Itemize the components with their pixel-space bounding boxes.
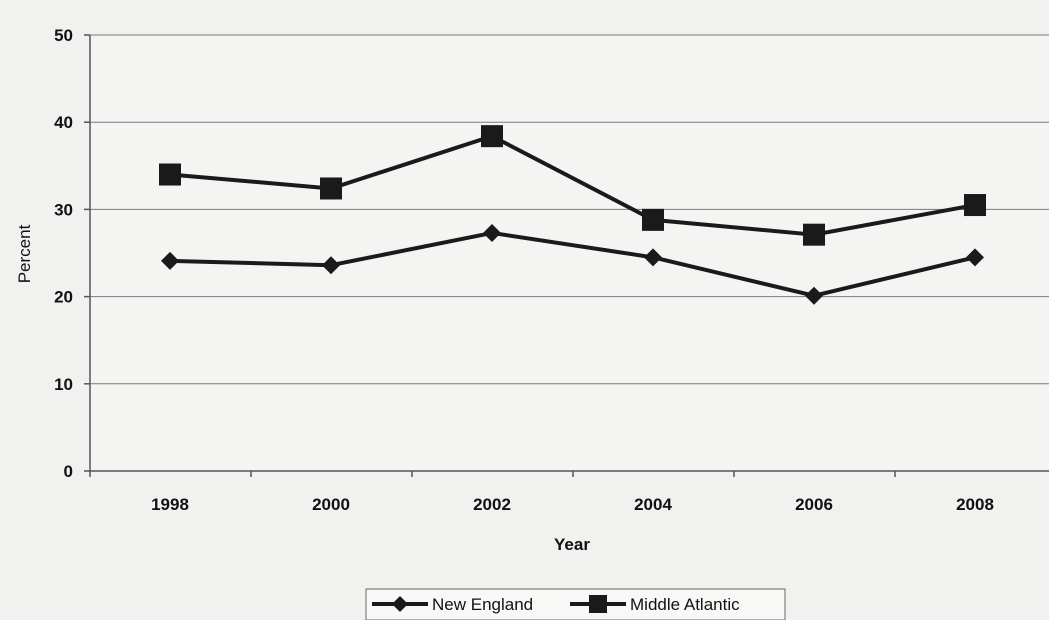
data-point-new-england-1998 xyxy=(161,251,179,270)
legend-middle-atlantic-marker xyxy=(589,595,607,613)
series-lines xyxy=(159,125,986,305)
data-point-middle-atlantic-2000 xyxy=(320,177,342,200)
x-axis-ticks: 1998 2000 2002 2004 2006 2008 xyxy=(89,471,994,514)
data-point-middle-atlantic-2008 xyxy=(964,194,986,217)
y-axis-ticks: 0 10 20 30 40 50 xyxy=(54,26,90,481)
x-tick-label-2008: 2008 xyxy=(956,495,994,514)
gridlines xyxy=(90,34,1049,385)
x-axis-title: Year xyxy=(554,535,590,554)
series-line-middle-atlantic xyxy=(169,134,976,237)
x-tick-label-2000: 2000 xyxy=(312,495,350,514)
data-point-middle-atlantic-1998 xyxy=(159,163,181,186)
legend-new-england-label: New England xyxy=(432,595,533,614)
legend-new-england-marker xyxy=(392,596,408,612)
data-point-middle-atlantic-2006 xyxy=(803,223,825,246)
series-line-new-england xyxy=(169,230,976,298)
y-tick-label: 20 xyxy=(54,288,73,307)
y-tick-label: 40 xyxy=(54,113,73,132)
data-point-new-england-2002 xyxy=(483,223,501,242)
data-point-new-england-2006 xyxy=(805,286,823,305)
legend: New England Middle Atlantic xyxy=(365,588,786,620)
x-tick-label-1998: 1998 xyxy=(151,495,189,514)
x-tick-label-2006: 2006 xyxy=(795,495,833,514)
data-point-new-england-2004 xyxy=(644,248,662,267)
legend-middle-atlantic-label: Middle Atlantic xyxy=(630,595,740,614)
y-tick-label: 0 xyxy=(64,462,73,481)
x-tick-label-2002: 2002 xyxy=(473,495,511,514)
data-point-new-england-2008 xyxy=(966,248,984,267)
data-point-middle-atlantic-2002 xyxy=(481,125,503,148)
x-tick-label-2004: 2004 xyxy=(634,495,672,514)
data-point-middle-atlantic-2004 xyxy=(642,208,664,231)
plot-area xyxy=(90,35,1049,471)
y-axis-title: Percent xyxy=(15,224,34,283)
y-tick-label: 50 xyxy=(54,26,73,45)
data-point-new-england-2000 xyxy=(322,256,340,275)
y-tick-label: 10 xyxy=(54,375,73,394)
y-tick-label: 30 xyxy=(54,200,73,219)
